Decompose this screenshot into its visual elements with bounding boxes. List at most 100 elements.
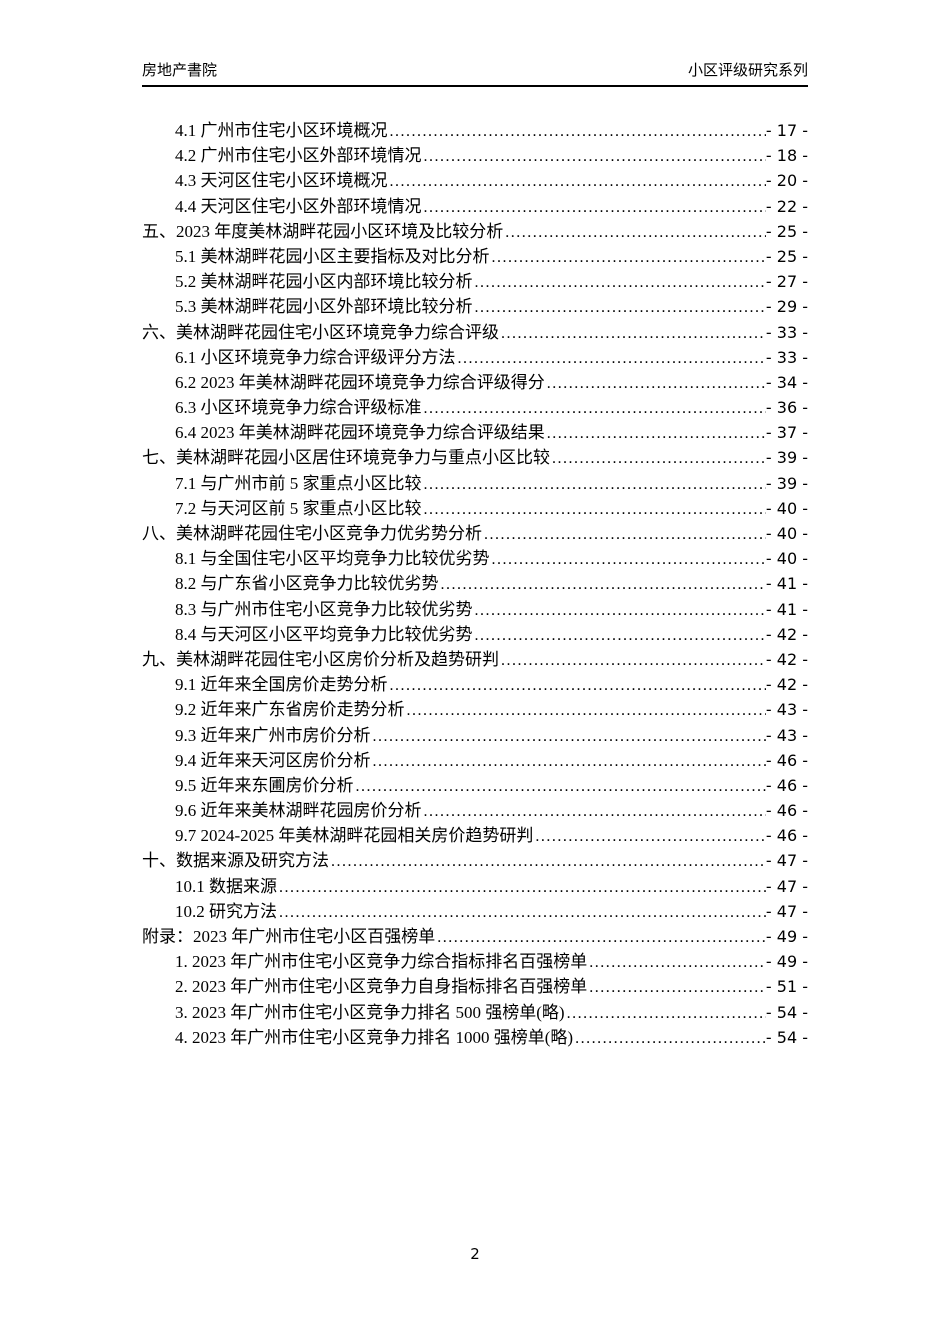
toc-entry-page: - 25 -: [765, 246, 808, 266]
toc-entry-page: - 18 -: [765, 146, 808, 166]
toc-entry[interactable]: 1. 2023 年广州市住宅小区竞争力综合指标排名百强榜单 - 49 -: [142, 947, 808, 972]
toc-entry[interactable]: 八、美林湖畔花园住宅小区竞争力优劣势分析 - 40 -: [142, 519, 808, 544]
toc-entry[interactable]: 9.5 近年来东圃房价分析 - 46 -: [142, 771, 808, 796]
toc-entry-page: - 39 -: [765, 448, 808, 468]
toc-entry-page: - 27 -: [765, 272, 808, 292]
toc-entry-title: 4.3 天河区住宅小区环境概况: [175, 171, 388, 191]
toc-entry[interactable]: 9.1 近年来全国房价走势分析 - 42 -: [142, 670, 808, 695]
toc-entry[interactable]: 8.2 与广东省小区竞争力比较优劣势 - 41 -: [142, 569, 808, 594]
toc-leader-dots: [424, 199, 766, 217]
toc-entry-page: - 49 -: [765, 952, 808, 972]
toc-entry[interactable]: 七、美林湖畔花园小区居住环境竞争力与重点小区比较 - 39 -: [142, 443, 808, 468]
toc-leader-dots: [567, 1005, 766, 1023]
toc-entry[interactable]: 6.4 2023 年美林湖畔花园环境竞争力综合评级结果 - 37 -: [142, 418, 808, 443]
toc-entry-title: 6.3 小区环境竞争力综合评级标准: [175, 398, 422, 418]
toc-entry[interactable]: 5.2 美林湖畔花园小区内部环境比较分析 - 27 -: [142, 267, 808, 292]
toc-leader-dots: [424, 803, 766, 821]
toc-entry-title: 10.2 研究方法: [175, 901, 277, 921]
toc-entry[interactable]: 六、美林湖畔花园住宅小区环境竞争力综合评级 - 33 -: [142, 318, 808, 343]
page-number: 2: [470, 1245, 480, 1263]
toc-entry[interactable]: 九、美林湖畔花园住宅小区房价分析及趋势研判 - 42 -: [142, 645, 808, 670]
toc-entry[interactable]: 9.4 近年来天河区房价分析 - 46 -: [142, 746, 808, 771]
toc-entry-page: - 20 -: [765, 171, 808, 191]
toc-entry-page: - 46 -: [765, 826, 808, 846]
toc-leader-dots: [501, 652, 766, 670]
toc-entry-title: 8.2 与广东省小区竞争力比较优劣势: [175, 574, 439, 594]
toc-entry-page: - 46 -: [765, 801, 808, 821]
toc-entry-page: - 34 -: [765, 372, 808, 392]
toc-entry-page: - 47 -: [765, 901, 808, 921]
toc-entry-title: 9.2 近年来广东省房价走势分析: [175, 700, 405, 720]
toc-entry-page: - 40 -: [765, 498, 808, 518]
toc-entry[interactable]: 十、数据来源及研究方法 - 47 -: [142, 846, 808, 871]
toc-leader-dots: [575, 1030, 766, 1048]
toc-leader-dots: [535, 828, 766, 846]
toc-entry[interactable]: 4. 2023 年广州市住宅小区竞争力排名 1000 强榜单(略) - 54 -: [142, 1023, 808, 1048]
toc-leader-dots: [279, 879, 766, 897]
toc-leader-dots: [373, 753, 766, 771]
header-right-title: 小区评级研究系列: [687, 62, 808, 79]
toc-entry[interactable]: 7.2 与天河区前 5 家重点小区比较 - 40 -: [142, 494, 808, 519]
toc-entry-title: 2. 2023 年广州市住宅小区竞争力自身指标排名百强榜单: [175, 977, 588, 997]
toc-entry-title: 5.1 美林湖畔花园小区主要指标及对比分析: [175, 246, 490, 266]
toc-entry-title: 4.1 广州市住宅小区环境概况: [175, 121, 388, 140]
toc-entry-page: - 37 -: [765, 423, 808, 443]
table-of-contents: 4.1 广州市住宅小区环境概况 - 17 - 4.2 广州市住宅小区外部环境情况…: [142, 116, 808, 1048]
toc-entry[interactable]: 9.7 2024-2025 年美林湖畔花园相关房价趋势研判 - 46 -: [142, 821, 808, 846]
toc-entry-page: - 40 -: [765, 549, 808, 569]
toc-entry[interactable]: 5.1 美林湖畔花园小区主要指标及对比分析 - 25 -: [142, 242, 808, 267]
toc-entry[interactable]: 2. 2023 年广州市住宅小区竞争力自身指标排名百强榜单 - 51 -: [142, 972, 808, 997]
toc-entry-page: - 54 -: [765, 1002, 808, 1022]
toc-entry[interactable]: 五、2023 年度美林湖畔花园小区环境及比较分析 - 25 -: [142, 217, 808, 242]
toc-entry-page: - 49 -: [765, 927, 808, 946]
toc-entry[interactable]: 8.3 与广州市住宅小区竞争力比较优劣势 - 41 -: [142, 595, 808, 620]
toc-entry-title: 8.1 与全国住宅小区平均竞争力比较优劣势: [175, 549, 490, 569]
toc-entry-title: 七、美林湖畔花园小区居住环境竞争力与重点小区比较: [142, 448, 550, 468]
toc-entry-title: 五、2023 年度美林湖畔花园小区环境及比较分析: [142, 221, 504, 241]
toc-leader-dots: [407, 702, 766, 720]
toc-entry[interactable]: 6.3 小区环境竞争力综合评级标准 - 36 -: [142, 393, 808, 418]
toc-entry-title: 7.1 与广州市前 5 家重点小区比较: [175, 473, 422, 493]
header-left-title: 房地产書院: [142, 62, 218, 79]
toc-entry[interactable]: 8.4 与天河区小区平均竞争力比较优劣势 - 42 -: [142, 620, 808, 645]
toc-leader-dots: [547, 375, 766, 393]
toc-entry[interactable]: 9.3 近年来广州市房价分析 - 43 -: [142, 721, 808, 746]
toc-entry[interactable]: 4.1 广州市住宅小区环境概况 - 17 -: [142, 116, 808, 141]
toc-entry-page: - 39 -: [765, 473, 808, 493]
toc-entry[interactable]: 4.2 广州市住宅小区外部环境情况 - 18 -: [142, 141, 808, 166]
toc-entry[interactable]: 4.4 天河区住宅小区外部环境情况 - 22 -: [142, 192, 808, 217]
toc-entry-title: 9.6 近年来美林湖畔花园房价分析: [175, 801, 422, 821]
toc-entry-page: - 47 -: [765, 876, 808, 896]
toc-entry-title: 九、美林湖畔花园住宅小区房价分析及趋势研判: [142, 649, 499, 669]
toc-entry-title: 9.1 近年来全国房价走势分析: [175, 675, 388, 695]
toc-leader-dots: [589, 954, 766, 972]
toc-entry[interactable]: 5.3 美林湖畔花园小区外部环境比较分析 - 29 -: [142, 292, 808, 317]
toc-entry-page: - 41 -: [765, 574, 808, 594]
toc-entry-page: - 36 -: [765, 398, 808, 418]
toc-entry-page: - 42 -: [765, 675, 808, 695]
toc-entry-title: 10.1 数据来源: [175, 876, 277, 896]
toc-entry[interactable]: 10.1 数据来源 - 47 -: [142, 872, 808, 897]
toc-entry[interactable]: 附录：2023 年广州市住宅小区百强榜单 - 49 -: [142, 922, 808, 947]
toc-entry[interactable]: 10.2 研究方法 - 47 -: [142, 897, 808, 922]
toc-leader-dots: [356, 778, 766, 796]
toc-leader-dots: [552, 450, 766, 468]
toc-entry[interactable]: 4.3 天河区住宅小区环境概况 - 20 -: [142, 166, 808, 191]
toc-entry[interactable]: 3. 2023 年广州市住宅小区竞争力排名 500 强榜单(略) - 54 -: [142, 998, 808, 1023]
toc-entry-page: - 29 -: [765, 297, 808, 317]
toc-entry[interactable]: 6.2 2023 年美林湖畔花园环境竞争力综合评级得分 - 34 -: [142, 368, 808, 393]
toc-entry-title: 4.2 广州市住宅小区外部环境情况: [175, 146, 422, 166]
toc-entry-title: 5.2 美林湖畔花园小区内部环境比较分析: [175, 272, 473, 292]
toc-entry-title: 5.3 美林湖畔花园小区外部环境比较分析: [175, 297, 473, 317]
toc-entry-title: 7.2 与天河区前 5 家重点小区比较: [175, 498, 422, 518]
toc-entry-title: 4.4 天河区住宅小区外部环境情况: [175, 196, 422, 216]
toc-entry-page: - 46 -: [765, 750, 808, 770]
toc-entry[interactable]: 8.1 与全国住宅小区平均竞争力比较优劣势 - 40 -: [142, 544, 808, 569]
toc-entry[interactable]: 9.2 近年来广东省房价走势分析 - 43 -: [142, 695, 808, 720]
toc-entry-title: 附录：2023 年广州市住宅小区百强榜单: [142, 927, 436, 946]
toc-leader-dots: [458, 350, 766, 368]
toc-entry[interactable]: 9.6 近年来美林湖畔花园房价分析 - 46 -: [142, 796, 808, 821]
toc-entry[interactable]: 7.1 与广州市前 5 家重点小区比较 - 39 -: [142, 469, 808, 494]
toc-entry[interactable]: 6.1 小区环境竞争力综合评级评分方法 - 33 -: [142, 343, 808, 368]
toc-entry-page: - 42 -: [765, 624, 808, 644]
